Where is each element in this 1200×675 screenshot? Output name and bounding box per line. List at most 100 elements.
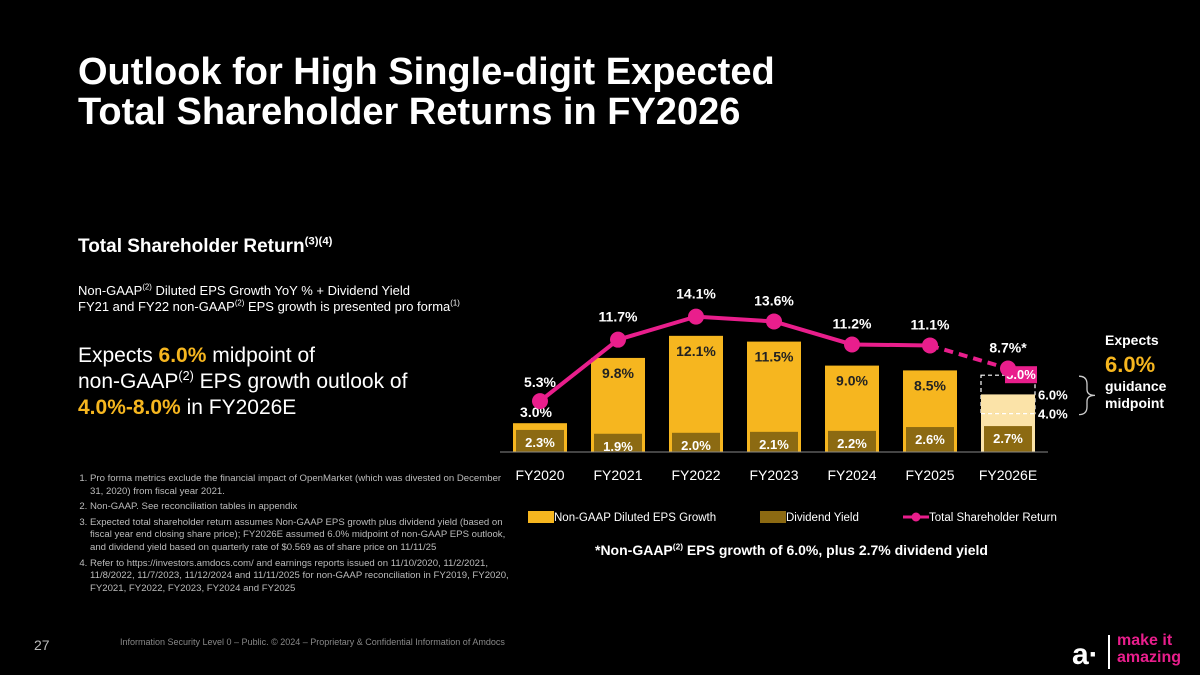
x-tick-FY2025: FY2025 — [905, 467, 954, 483]
tsr-label-FY2022: 14.1% — [676, 286, 716, 302]
desc2-sup2: (1) — [450, 298, 460, 308]
logo-mark: a· — [1072, 638, 1099, 671]
legend-eps-swatch — [528, 511, 554, 523]
legend-eps-label: Non-GAAP Diluted EPS Growth — [554, 512, 716, 524]
big-e: in FY2026E — [180, 396, 297, 419]
description-line-1: Non-GAAP(2) Diluted EPS Growth YoY % + D… — [78, 283, 410, 298]
page-number: 27 — [34, 637, 50, 653]
guidance-brace — [1078, 375, 1096, 416]
desc1-b: Diluted EPS Growth YoY % + Dividend Yiel… — [151, 283, 410, 298]
guidance-mid-label: 6.0% — [1038, 387, 1068, 402]
eps-label-FY2025: 8.5% — [914, 377, 946, 393]
footnote-4: Refer to https://investors.amdocs.com/ a… — [90, 558, 510, 596]
title-line-2: Total Shareholder Returns in FY2026 — [78, 91, 741, 133]
legend-tsr-label: Total Shareholder Return — [929, 512, 1057, 524]
dividend-bar-FY2024 — [828, 430, 876, 452]
tsr-point-FY2025 — [922, 337, 938, 354]
guidance-note-value: 6.0% — [1105, 352, 1155, 377]
footnotes-list: Pro forma metrics exclude the financial … — [72, 473, 510, 598]
tsr-heading: Total Shareholder Return(3)(4) — [78, 236, 332, 258]
legend-dividend-label: Dividend Yield — [786, 512, 859, 524]
desc2-sup1: (2) — [234, 298, 245, 308]
tsr-point-FY2022 — [688, 308, 704, 325]
tsr-label-FY2023: 13.6% — [754, 292, 794, 308]
desc1-sup: (2) — [142, 282, 152, 292]
title-line-1: Outlook for High Single-digit Expected — [78, 51, 775, 93]
x-tick-FY2024: FY2024 — [827, 467, 876, 483]
tsr-label-FY2020: 5.3% — [524, 374, 556, 390]
dividend-label-FY2022: 2.0% — [681, 438, 711, 453]
x-tick-FY2022: FY2022 — [671, 467, 720, 483]
chart-footnote-a: *Non-GAAP — [595, 542, 673, 558]
outlook-statement: Expects 6.0% midpoint of non-GAAP(2) EPS … — [78, 343, 458, 421]
tsr-label-FY2024: 11.2% — [833, 315, 872, 331]
big-acc2: 4.0%-8.0% — [78, 396, 181, 419]
logo-slogan-line2: amazing — [1117, 649, 1182, 666]
eps-label-FY2022: 12.1% — [676, 343, 716, 359]
guidance-note-midpoint: midpoint — [1105, 395, 1164, 411]
tsr-heading-sup: (3)(4) — [304, 235, 333, 248]
guidance-midpoint-fill — [981, 394, 1035, 414]
chart-footnote-sup: (2) — [672, 541, 684, 552]
eps-label-FY2021: 9.8% — [602, 365, 634, 381]
footnote-1: Pro forma metrics exclude the financial … — [90, 473, 510, 498]
x-tick-FY2020: FY2020 — [515, 467, 564, 483]
tsr-point-FY2024 — [844, 336, 860, 353]
dividend-bar-FY2025 — [906, 427, 954, 452]
x-tick-FY2026E: FY2026E — [979, 467, 1037, 483]
tsr-heading-text: Total Shareholder Return — [78, 236, 305, 257]
desc1-a: Non-GAAP — [78, 283, 143, 298]
dividend-bar-FY2020 — [516, 429, 564, 452]
chart-footnote-b: EPS growth of 6.0%, plus 2.7% dividend y… — [683, 542, 988, 558]
dividend-bar-FY2022 — [672, 432, 720, 452]
amdocs-logo: a· make it amazing — [1072, 632, 1187, 672]
tsr-label-FY2021: 11.7% — [599, 309, 638, 325]
eps-bar-FY2022 — [669, 335, 723, 452]
big-d: EPS growth outlook of — [193, 370, 408, 393]
desc2-b: EPS growth is presented pro forma — [244, 299, 451, 314]
chart-footnote: *Non-GAAP(2) EPS growth of 6.0%, plus 2.… — [595, 542, 988, 558]
footnote-3: Expected total shareholder return assume… — [90, 517, 510, 555]
logo-divider — [1108, 635, 1110, 669]
description-line-2: FY21 and FY22 non-GAAP(2) EPS growth is … — [78, 299, 460, 314]
tsr-line-projected — [929, 343, 1009, 371]
eps-label-FY2020: 3.0% — [520, 404, 552, 420]
tsr-point-FY2023 — [766, 313, 782, 330]
guidance-low-label: 4.0% — [1038, 407, 1068, 422]
tsr-point-FY2026E — [1000, 360, 1016, 377]
guidance-note-expects: Expects — [1105, 332, 1159, 348]
x-tick-FY2021: FY2021 — [593, 467, 642, 483]
dividend-label-FY2025: 2.6% — [915, 432, 945, 447]
dividend-label-FY2024: 2.2% — [837, 436, 867, 451]
big-c: non-GAAP — [78, 370, 179, 393]
desc2-a: FY21 and FY22 non-GAAP — [78, 299, 235, 314]
tsr-label-FY2025: 11.1% — [911, 316, 950, 332]
big-a: Expects — [78, 344, 159, 367]
dividend-label-FY2021: 1.9% — [603, 439, 633, 454]
tsr-point-FY2020 — [532, 393, 548, 410]
tsr-label-FY2026E: 8.7%* — [989, 339, 1027, 355]
guidance-note-guidance: guidance — [1105, 378, 1167, 394]
x-tick-FY2023: FY2023 — [749, 467, 798, 483]
logo-slogan: make it amazing — [1117, 632, 1181, 666]
page-title: Outlook for High Single-digit Expected T… — [78, 52, 775, 132]
footnote-2: Non-GAAP. See reconciliation tables in a… — [90, 501, 510, 514]
legend-dividend-swatch — [760, 511, 786, 523]
eps-label-FY2023: 11.5% — [755, 349, 794, 365]
dividend-label-FY2023: 2.1% — [759, 437, 789, 452]
dividend-label-FY2020: 2.3% — [525, 435, 555, 450]
big-sup: (2) — [178, 369, 194, 383]
big-b: midpoint of — [206, 344, 315, 367]
dividend-bar-FY2023 — [750, 431, 798, 452]
legend-tsr-marker — [911, 512, 921, 522]
big-acc1: 6.0% — [158, 344, 207, 367]
tsr-point-FY2021 — [610, 331, 626, 348]
dividend-label-FY2026E: 2.7% — [993, 431, 1023, 446]
dividend-bar-FY2026E — [984, 426, 1032, 452]
eps-label-FY2024: 9.0% — [836, 373, 868, 389]
dividend-bar-FY2021 — [594, 433, 642, 452]
tsr-line — [538, 314, 931, 403]
copyright-text: Information Security Level 0 – Public. ©… — [120, 637, 505, 647]
logo-slogan-line1: make it — [1117, 632, 1173, 649]
